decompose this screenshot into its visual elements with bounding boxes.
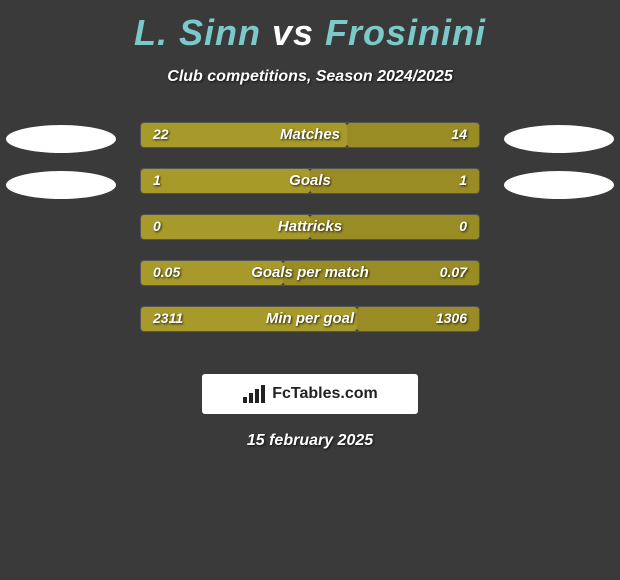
stat-label: Goals per match <box>141 264 479 281</box>
stat-row: Goals per match0.05 0.07 <box>0 260 620 306</box>
stat-value-right: 1 <box>459 172 467 188</box>
stat-row: Goals1 1 <box>0 168 620 214</box>
stat-row: Matches22 14 <box>0 122 620 168</box>
stat-value-left: 0.05 <box>153 264 180 280</box>
subtitle: Club competitions, Season 2024/2025 <box>0 68 620 86</box>
avatar-left <box>6 171 116 199</box>
stat-label: Hattricks <box>141 218 479 235</box>
site-logo: FcTables.com <box>202 374 418 414</box>
stats-container: Matches22 14 Goals1 1 Hattricks0 0 Goals per m… <box>0 122 620 352</box>
stat-label: Goals <box>141 172 479 189</box>
stat-bar: Matches22 14 <box>140 122 480 148</box>
player2-name: Frosinini <box>325 12 486 53</box>
stat-value-right: 1306 <box>436 310 467 326</box>
stat-label: Min per goal <box>141 310 479 327</box>
stat-row: Min per goal2311 1306 <box>0 306 620 352</box>
stat-value-right: 0 <box>459 218 467 234</box>
stat-value-left: 0 <box>153 218 161 234</box>
stat-bar: Goals1 1 <box>140 168 480 194</box>
comparison-title: L. Sinn vs Frosinini <box>0 0 620 54</box>
vs-text: vs <box>272 12 314 53</box>
stat-value-right: 14 <box>451 126 467 142</box>
logo-text: FcTables.com <box>272 385 378 403</box>
stat-value-right: 0.07 <box>440 264 467 280</box>
bars-icon <box>242 385 266 403</box>
stat-bar: Hattricks0 0 <box>140 214 480 240</box>
avatar-right <box>504 125 614 153</box>
stat-value-left: 1 <box>153 172 161 188</box>
stat-bar: Min per goal2311 1306 <box>140 306 480 332</box>
stat-label: Matches <box>141 126 479 143</box>
avatar-left <box>6 125 116 153</box>
stat-row: Hattricks0 0 <box>0 214 620 260</box>
stat-value-left: 2311 <box>153 310 183 326</box>
date-text: 15 february 2025 <box>0 432 620 450</box>
avatar-right <box>504 171 614 199</box>
stat-value-left: 22 <box>153 126 169 142</box>
stat-bar: Goals per match0.05 0.07 <box>140 260 480 286</box>
player1-name: L. Sinn <box>134 12 261 53</box>
